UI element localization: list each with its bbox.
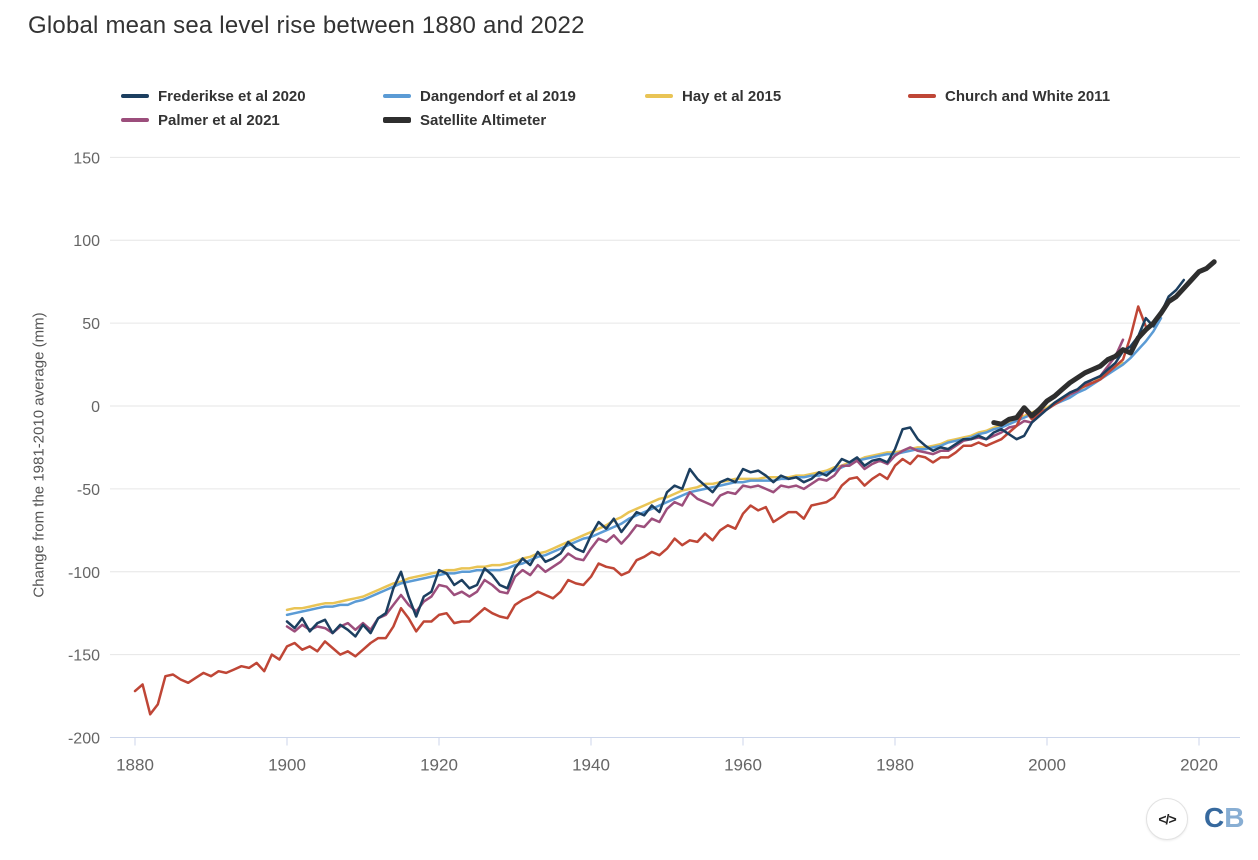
legend-swatch-frederikse	[121, 94, 149, 98]
x-tick-label-1880: 1880	[116, 756, 154, 775]
x-tick-label-1980: 1980	[876, 756, 914, 775]
y-tick-label--200: -200	[68, 731, 100, 748]
legend-item-church-white[interactable]: Church and White 2011	[908, 87, 1110, 105]
chart-title: Global mean sea level rise between 1880 …	[28, 12, 585, 39]
legend-swatch-dangendorf	[383, 94, 411, 98]
logo-letter-c: C	[1204, 802, 1225, 833]
legend-item-palmer[interactable]: Palmer et al 2021	[121, 111, 280, 129]
series-line-satellite-altimeter	[991, 259, 1217, 427]
series-line-hay-et-al-2015	[285, 361, 1125, 612]
legend-item-frederikse[interactable]: Frederikse et al 2020	[121, 87, 306, 105]
code-icon: </>	[1158, 811, 1176, 827]
legend-swatch-church-white	[908, 94, 936, 98]
legend-label: Dangendorf et al 2019	[420, 87, 576, 105]
legend-swatch-palmer	[121, 118, 149, 122]
y-tick-label-0: 0	[91, 399, 100, 416]
legend-label: Frederikse et al 2020	[158, 87, 306, 105]
x-tick-label-1940: 1940	[572, 756, 610, 775]
legend-label: Church and White 2011	[945, 87, 1111, 105]
series-line-church-and-white-2011	[133, 305, 1148, 716]
y-tick-label-50: 50	[82, 316, 100, 333]
y-tick-label--50: -50	[77, 482, 100, 499]
y-tick-label-100: 100	[73, 233, 100, 250]
carbonbrief-logo: CB	[1204, 800, 1244, 836]
legend-label: Hay et al 2015	[682, 87, 782, 105]
series-line-frederikse-et-al-2020	[285, 278, 1186, 638]
legend-swatch-satellite	[383, 117, 411, 123]
y-tick-label--100: -100	[68, 565, 100, 582]
legend-label: Satellite Altimeter	[420, 111, 547, 129]
x-tick-label-2000: 2000	[1028, 756, 1066, 775]
legend-label: Palmer et al 2021	[158, 111, 280, 129]
series-line-dangendorf-et-al-2019	[285, 316, 1163, 617]
legend-item-hay[interactable]: Hay et al 2015	[645, 87, 781, 105]
legend-item-dangendorf[interactable]: Dangendorf et al 2019	[383, 87, 576, 105]
x-tick-label-2020: 2020	[1180, 756, 1218, 775]
logo-letter-b: B	[1224, 802, 1245, 833]
x-tick-label-1900: 1900	[268, 756, 306, 775]
y-tick-label-150: 150	[73, 150, 100, 167]
embed-code-button[interactable]: </>	[1146, 798, 1188, 840]
legend-swatch-hay	[645, 94, 673, 98]
x-tick-label-1920: 1920	[420, 756, 458, 775]
y-tick-label--150: -150	[68, 648, 100, 665]
x-tick-label-1960: 1960	[724, 756, 762, 775]
legend-item-satellite[interactable]: Satellite Altimeter	[383, 111, 546, 129]
